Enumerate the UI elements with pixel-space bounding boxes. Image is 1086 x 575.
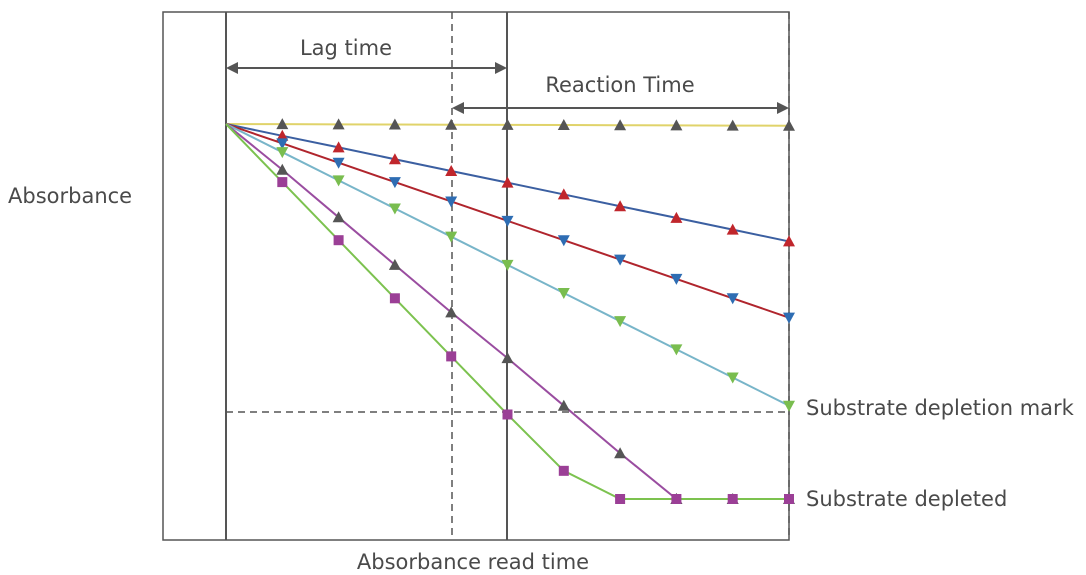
series-4-marker-7 bbox=[614, 447, 627, 459]
series-1-marker-9 bbox=[726, 223, 739, 235]
x-axis-label: Absorbance read time bbox=[357, 550, 589, 574]
series-3-marker-5 bbox=[501, 259, 514, 271]
depleted-label: Substrate depleted bbox=[806, 487, 1007, 511]
series-3-marker-7 bbox=[614, 316, 627, 328]
series-0-marker-4 bbox=[445, 118, 458, 130]
series-5-marker-9 bbox=[727, 494, 738, 504]
series-layer bbox=[225, 118, 795, 504]
series-0-marker-5 bbox=[501, 118, 514, 130]
series-1-marker-10 bbox=[783, 235, 795, 247]
series-1-marker-8 bbox=[670, 211, 683, 223]
lag-time-arrow bbox=[226, 62, 507, 74]
series-5-marker-1 bbox=[277, 177, 288, 188]
series-4-marker-5 bbox=[501, 352, 514, 364]
series-2-marker-9 bbox=[726, 293, 739, 305]
series-1-marker-7 bbox=[614, 200, 627, 212]
series-0-marker-8 bbox=[670, 119, 683, 131]
series-5-marker-8 bbox=[671, 494, 682, 504]
series-2-marker-7 bbox=[614, 254, 627, 266]
series-0-marker-6 bbox=[557, 119, 570, 131]
series-0-marker-3 bbox=[388, 118, 401, 130]
series-4-marker-3 bbox=[388, 258, 401, 270]
series-2-marker-4 bbox=[445, 196, 458, 208]
series-5-marker-6 bbox=[558, 465, 569, 476]
series-0-marker-9 bbox=[726, 119, 739, 131]
series-3-marker-8 bbox=[670, 344, 683, 356]
series-2-marker-8 bbox=[670, 273, 683, 285]
series-0-marker-1 bbox=[276, 118, 289, 130]
series-0-marker-2 bbox=[332, 118, 345, 130]
series-0-marker-10 bbox=[783, 119, 795, 131]
series-5-marker-10 bbox=[784, 494, 794, 504]
series-4-marker-6 bbox=[557, 399, 570, 411]
series-3-marker-2 bbox=[332, 175, 345, 187]
series-1-marker-2 bbox=[332, 141, 345, 153]
series-2-marker-6 bbox=[557, 235, 570, 247]
series-4-marker-4 bbox=[445, 306, 458, 318]
series-1-marker-3 bbox=[388, 153, 401, 165]
series-3-marker-1 bbox=[276, 147, 289, 159]
y-axis-label: Absorbance bbox=[8, 184, 132, 208]
depletion-mark-label: Substrate depletion mark bbox=[806, 396, 1075, 420]
plot-frame bbox=[162, 11, 790, 541]
series-3-marker-6 bbox=[557, 288, 570, 300]
lag-time-label: Lag time bbox=[300, 36, 392, 60]
reaction-time-arrow bbox=[452, 102, 789, 114]
series-4-marker-1 bbox=[276, 163, 289, 175]
series-3-marker-10 bbox=[783, 400, 795, 412]
series-5-marker-4 bbox=[446, 351, 457, 362]
series-2-marker-3 bbox=[388, 177, 401, 189]
series-3-marker-3 bbox=[388, 203, 401, 215]
series-2-marker-5 bbox=[501, 215, 514, 227]
series-5-marker-3 bbox=[389, 293, 400, 304]
series-2-marker-10 bbox=[783, 312, 795, 324]
series-5-marker-2 bbox=[333, 235, 344, 246]
series-2-marker-2 bbox=[332, 157, 345, 169]
series-3-marker-9 bbox=[726, 372, 739, 384]
series-1-marker-6 bbox=[557, 188, 570, 200]
series-1-marker-4 bbox=[445, 165, 458, 177]
series-0-marker-7 bbox=[614, 119, 627, 131]
reaction-time-label: Reaction Time bbox=[545, 73, 694, 97]
series-2-marker-1 bbox=[276, 138, 289, 150]
series-1-marker-5 bbox=[501, 176, 514, 188]
series-5-marker-7 bbox=[615, 494, 626, 504]
series-4-marker-2 bbox=[332, 211, 345, 223]
series-5-marker-5 bbox=[502, 409, 513, 420]
series-1-marker-1 bbox=[276, 129, 289, 141]
series-3-marker-4 bbox=[445, 231, 458, 243]
